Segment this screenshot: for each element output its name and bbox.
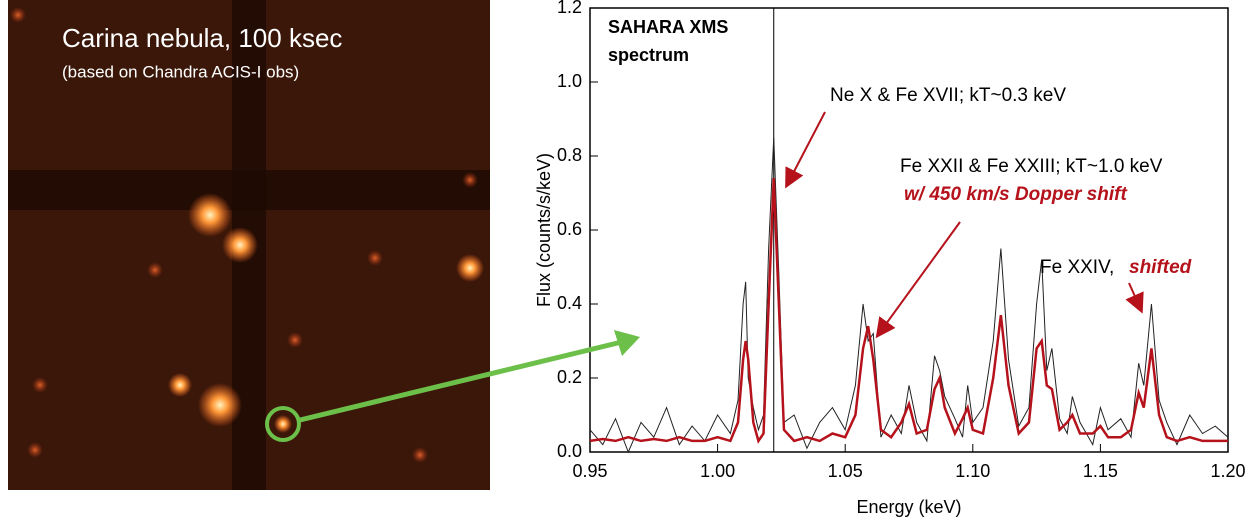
image-title: Carina nebula, 100 ksec	[62, 23, 342, 53]
annotation: shifted	[1129, 257, 1192, 278]
x-tick-label: 1.15	[1083, 461, 1118, 481]
y-tick-label: 1.2	[557, 0, 582, 17]
y-axis-label: Flux (counts/s/keV)	[534, 153, 554, 307]
nebula-image: Carina nebula, 100 ksec (based on Chandr…	[8, 0, 490, 490]
x-tick-label: 1.20	[1210, 461, 1245, 481]
annotation-arrow	[875, 221, 961, 339]
x-tick-label: 1.05	[828, 461, 863, 481]
y-tick-label: 0.4	[557, 293, 582, 313]
y-tick-label: 0.2	[557, 367, 582, 387]
annotation: w/ 450 km/s Dopper shift	[904, 184, 1127, 205]
annotation-arrow	[785, 111, 826, 189]
pointer-arrow-head	[614, 330, 640, 356]
y-tick-label: 1.0	[557, 71, 582, 91]
x-tick-label: 0.95	[572, 461, 607, 481]
image-subtitle: (based on Chandra ACIS-I obs)	[62, 62, 299, 81]
x-tick-label: 1.10	[955, 461, 990, 481]
annotation: Fe XXII & Fe XXIII; kT~1.0 keV	[900, 156, 1163, 177]
x-tick-label: 1.00	[700, 461, 735, 481]
annotation: SAHARA XMS	[608, 17, 728, 37]
spectrum-line	[589, 178, 1228, 444]
annotation: Fe XXIV,	[1040, 257, 1114, 278]
pointer-arrow	[299, 337, 631, 423]
y-tick-label: 0.8	[557, 145, 582, 165]
annotation: spectrum	[608, 45, 689, 65]
annotation: Ne X & Fe XVII; kT~0.3 keV	[830, 85, 1066, 106]
y-tick-label: 0.6	[557, 219, 582, 239]
y-tick-label: 0.0	[557, 441, 582, 461]
annotation-arrow	[1125, 282, 1144, 314]
x-axis-label: Energy (keV)	[856, 497, 961, 517]
chart: 0.0 0.2 0.4 0.6 0.8 1.0 1.2 0.95 1.00 1.05 1.10 1.1…	[534, 0, 1246, 517]
